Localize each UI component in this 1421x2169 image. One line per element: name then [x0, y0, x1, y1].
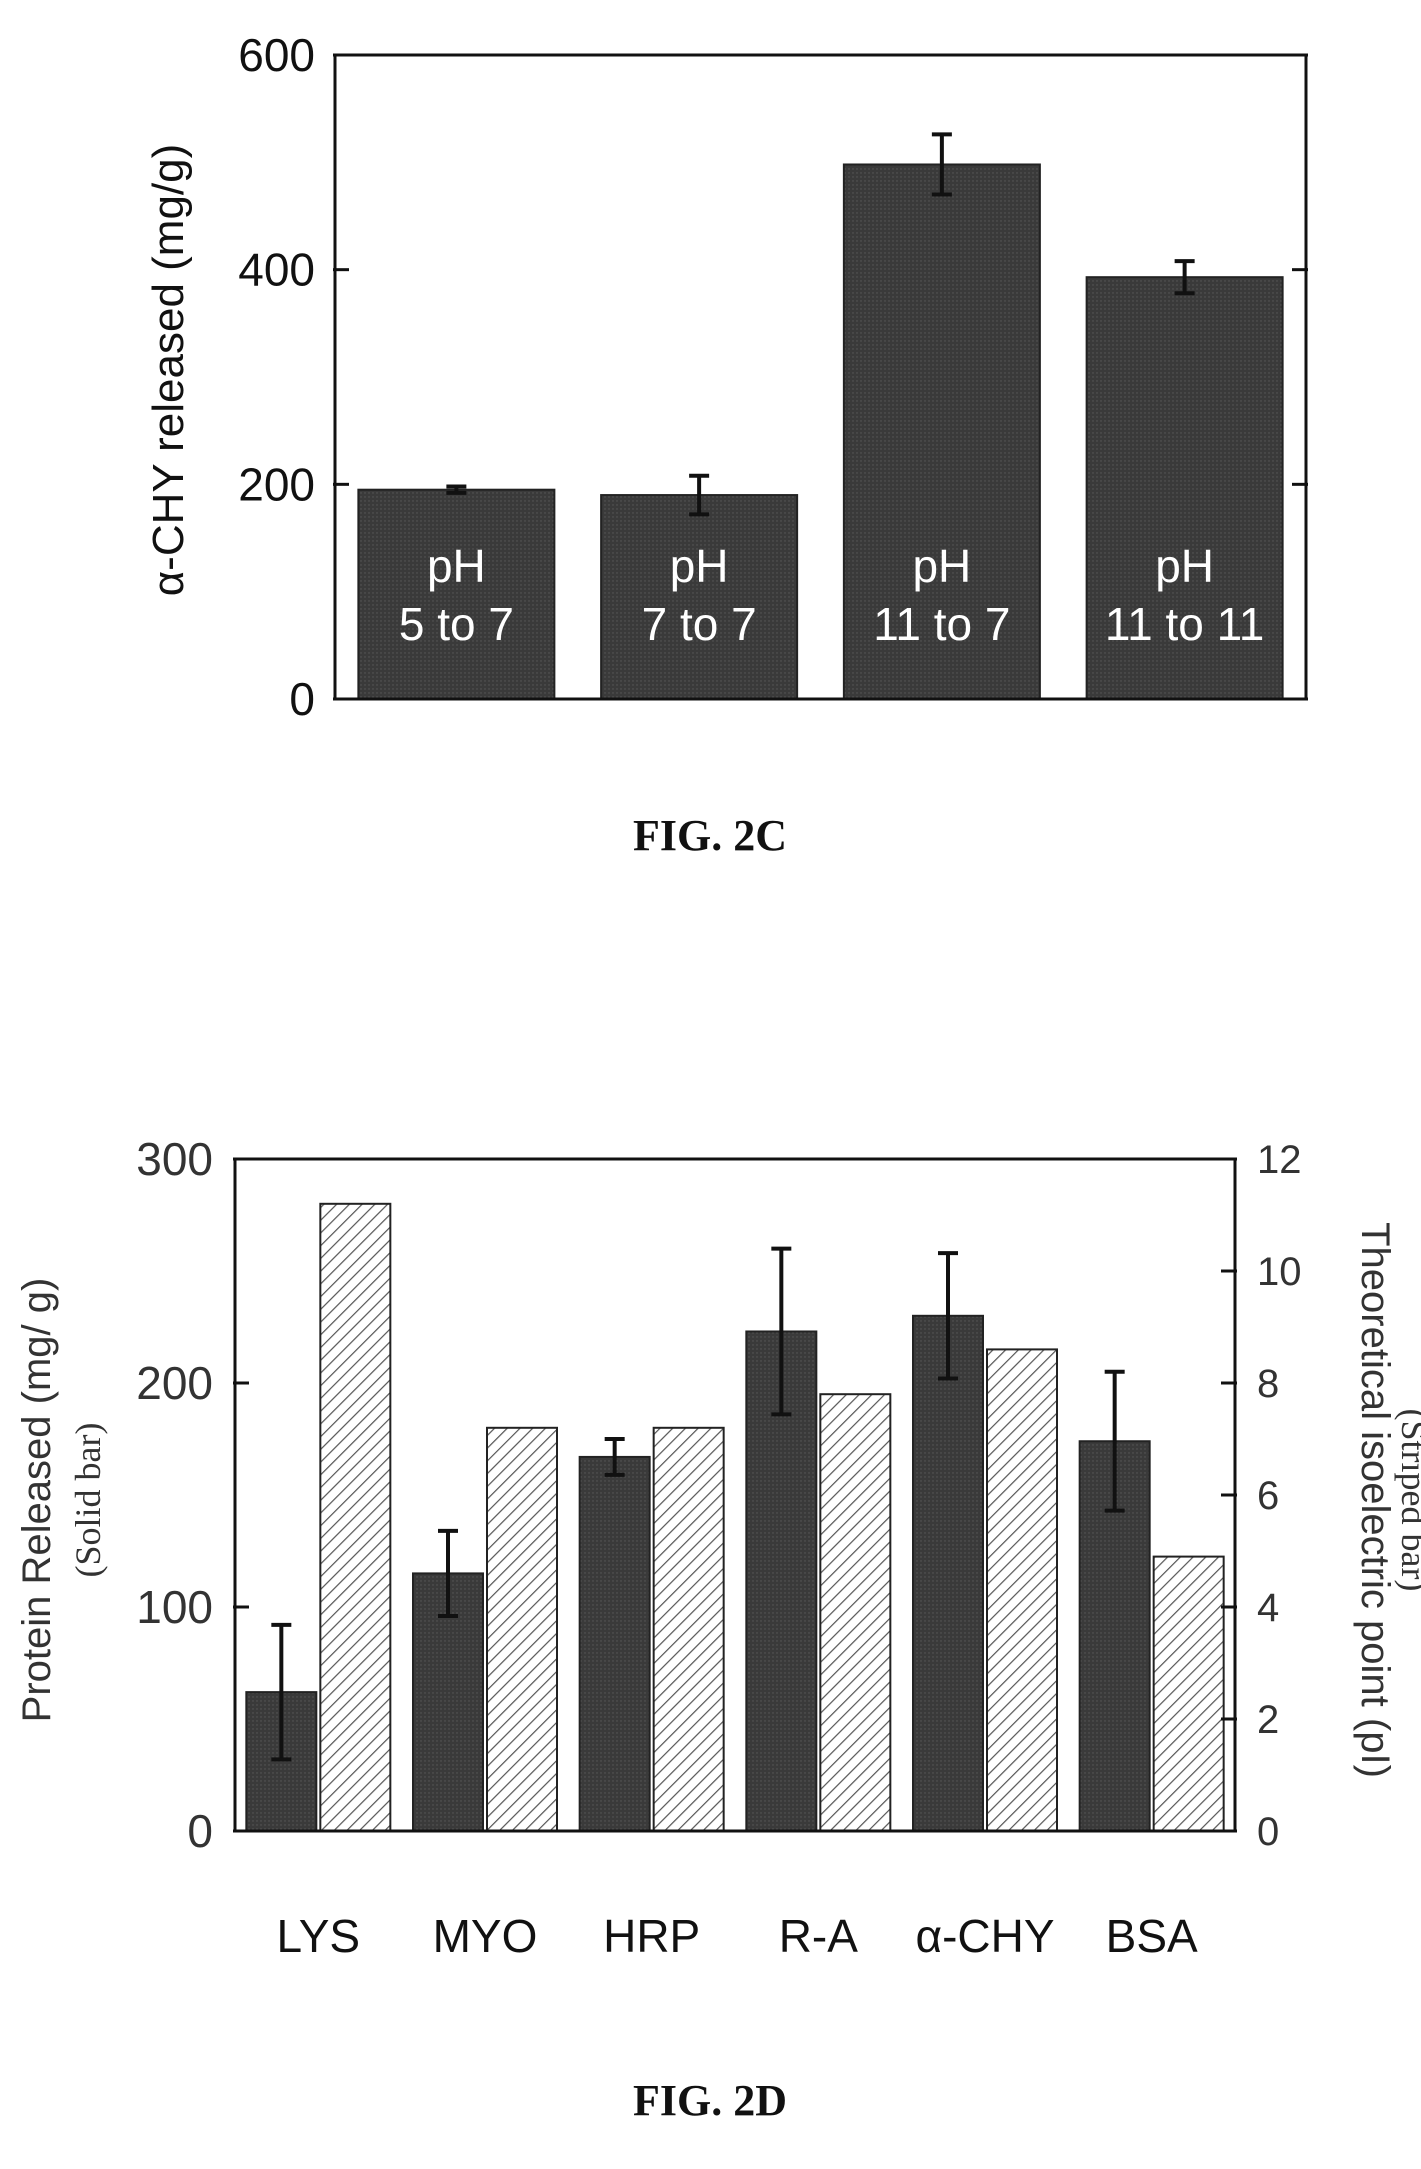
ytick-label-2c-2: 400	[238, 244, 315, 296]
bar-label-2c-3-line-1: 11 to 11	[1105, 598, 1264, 650]
ytick-label-2c-3: 600	[238, 29, 315, 81]
figure-caption-2d: FIG. 2D	[633, 2076, 787, 2125]
y-axis-title-2d: Protein Released (mg/ g)	[15, 1278, 59, 1723]
y2tick-label-2d-3: 6	[1257, 1474, 1279, 1518]
error-bar-2c-2	[931, 132, 952, 197]
ytick-label-2d-1: 100	[136, 1581, 213, 1633]
category-label-2d-0: LYS	[277, 1910, 361, 1962]
error-bar-2d-4	[938, 1251, 958, 1381]
error-bar-2c-0	[446, 484, 467, 495]
error-bar-2d-0	[271, 1622, 292, 1762]
chart-2d: 0 100 200 300 0 2 4 6 8 10 12 LYS MYO HRP R-A α-CHY BSA…	[15, 1133, 1421, 2125]
y2tick-label-2d-4: 8	[1257, 1362, 1279, 1406]
y2tick-label-2d-2: 4	[1257, 1586, 1279, 1630]
error-bar-2d-3	[771, 1246, 792, 1417]
category-label-2d-2: HRP	[603, 1910, 700, 1962]
striped-bar-5	[1152, 1555, 1225, 1832]
ytick-label-2c-1: 200	[238, 458, 315, 510]
y-axis-subtitle-2d: (Solid bar)	[68, 1423, 108, 1578]
ytick-label-2d-0: 0	[187, 1805, 213, 1857]
ytick-label-2c-0: 0	[289, 673, 315, 725]
y2tick-label-2d-5: 10	[1257, 1250, 1302, 1294]
ytick-label-2d-2: 200	[136, 1357, 213, 1409]
category-label-2d-3: R-A	[779, 1910, 859, 1962]
solid-bar-2	[578, 1455, 651, 1833]
category-label-2d-5: BSA	[1106, 1910, 1198, 1962]
solid-bar-4	[912, 1314, 984, 1833]
striped-bar-4	[986, 1348, 1058, 1833]
error-bar-2d-2	[604, 1437, 625, 1477]
bar-label-2c-2-line-1: 11 to 7	[873, 598, 1010, 650]
y-axis-title-2c: α-CHY released (mg/g)	[144, 144, 193, 597]
striped-bar-3	[819, 1393, 892, 1832]
bar-label-2c-0-line-0: pH	[427, 540, 486, 592]
y2-axis-subtitle-2d: (Striped bar)	[1394, 1409, 1421, 1592]
plot-frame-2c	[333, 53, 1308, 701]
error-bar-2d-1	[438, 1528, 458, 1618]
category-label-2d-4: α-CHY	[915, 1910, 1054, 1962]
bar-2c-2	[842, 163, 1041, 701]
error-bar-2d-5	[1104, 1369, 1125, 1513]
chart-2c: pH 5 to 7 pH 7 to 7 pH 11 to 7 pH 11 to 11 0 200…	[144, 29, 1308, 860]
bar-label-2c-2-line-0: pH	[912, 540, 971, 592]
bar-label-2c-1-line-1: 7 to 7	[642, 598, 757, 650]
striped-bar-2	[652, 1426, 725, 1833]
ytick-label-2d-3: 300	[136, 1133, 213, 1185]
bar-2c-1	[600, 494, 799, 701]
error-bar-2c-1	[689, 473, 710, 517]
striped-bar-0	[319, 1202, 392, 1833]
y2tick-label-2d-0: 0	[1257, 1810, 1279, 1854]
bar-label-2c-1-line-0: pH	[670, 540, 729, 592]
striped-bar-1	[486, 1426, 558, 1833]
y2tick-label-2d-6: 12	[1257, 1138, 1302, 1182]
y2-axis-title-2d: Theoretical isoelectric point (pI)	[1353, 1222, 1397, 1778]
bar-2c-0	[357, 488, 556, 701]
figure-caption-2c: FIG. 2C	[633, 811, 787, 860]
category-label-2d-1: MYO	[433, 1910, 538, 1962]
bar-label-2c-3-line-0: pH	[1155, 540, 1214, 592]
bar-label-2c-0-line-1: 5 to 7	[399, 598, 514, 650]
error-bar-2c-3	[1174, 259, 1195, 296]
y2tick-label-2d-1: 2	[1257, 1698, 1279, 1742]
